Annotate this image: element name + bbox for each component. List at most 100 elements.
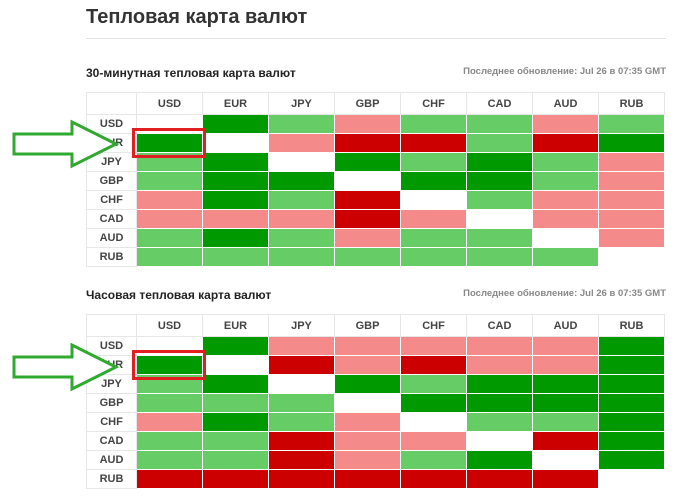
- heatmap-cell-jpy-gbp[interactable]: [334, 152, 401, 172]
- heatmap-cell-gbp-jpy[interactable]: [268, 393, 335, 413]
- heatmap-cell-usd-cad[interactable]: [466, 336, 533, 356]
- heatmap-cell-eur-cad[interactable]: [466, 355, 533, 375]
- heatmap-cell-chf-eur[interactable]: [202, 412, 269, 432]
- heatmap-cell-aud-chf[interactable]: [400, 450, 467, 470]
- heatmap-cell-rub-cad[interactable]: [466, 247, 533, 267]
- heatmap-cell-rub-aud[interactable]: [532, 469, 599, 489]
- heatmap-cell-usd-rub[interactable]: [598, 114, 665, 134]
- heatmap-cell-cad-aud[interactable]: [532, 431, 599, 451]
- heatmap-cell-chf-chf[interactable]: [400, 412, 467, 432]
- heatmap-cell-rub-eur[interactable]: [202, 247, 269, 267]
- heatmap-cell-gbp-usd[interactable]: [136, 171, 203, 191]
- heatmap-cell-cad-jpy[interactable]: [268, 431, 335, 451]
- heatmap-cell-eur-cad[interactable]: [466, 133, 533, 153]
- heatmap-cell-gbp-aud[interactable]: [532, 393, 599, 413]
- heatmap-cell-eur-usd[interactable]: [136, 355, 203, 375]
- heatmap-cell-eur-eur[interactable]: [202, 355, 269, 375]
- heatmap-cell-gbp-jpy[interactable]: [268, 171, 335, 191]
- heatmap-cell-aud-cad[interactable]: [466, 228, 533, 248]
- heatmap-cell-gbp-gbp[interactable]: [334, 171, 401, 191]
- heatmap-cell-aud-cad[interactable]: [466, 450, 533, 470]
- heatmap-cell-rub-aud[interactable]: [532, 247, 599, 267]
- heatmap-cell-jpy-aud[interactable]: [532, 374, 599, 394]
- heatmap-cell-aud-gbp[interactable]: [334, 450, 401, 470]
- heatmap-cell-jpy-jpy[interactable]: [268, 152, 335, 172]
- heatmap-cell-cad-rub[interactable]: [598, 209, 665, 229]
- heatmap-cell-gbp-rub[interactable]: [598, 393, 665, 413]
- heatmap-cell-aud-aud[interactable]: [532, 228, 599, 248]
- heatmap-cell-aud-usd[interactable]: [136, 450, 203, 470]
- heatmap-cell-rub-rub[interactable]: [598, 469, 665, 489]
- heatmap-cell-rub-usd[interactable]: [136, 469, 203, 489]
- heatmap-cell-eur-jpy[interactable]: [268, 133, 335, 153]
- heatmap-cell-usd-gbp[interactable]: [334, 336, 401, 356]
- heatmap-cell-chf-gbp[interactable]: [334, 190, 401, 210]
- heatmap-cell-gbp-chf[interactable]: [400, 393, 467, 413]
- heatmap-cell-cad-jpy[interactable]: [268, 209, 335, 229]
- heatmap-cell-chf-gbp[interactable]: [334, 412, 401, 432]
- heatmap-cell-eur-rub[interactable]: [598, 355, 665, 375]
- heatmap-cell-rub-jpy[interactable]: [268, 469, 335, 489]
- heatmap-cell-eur-aud[interactable]: [532, 355, 599, 375]
- heatmap-cell-usd-aud[interactable]: [532, 336, 599, 356]
- heatmap-cell-chf-cad[interactable]: [466, 190, 533, 210]
- heatmap-cell-cad-gbp[interactable]: [334, 431, 401, 451]
- heatmap-cell-cad-gbp[interactable]: [334, 209, 401, 229]
- heatmap-cell-gbp-aud[interactable]: [532, 171, 599, 191]
- heatmap-cell-chf-usd[interactable]: [136, 412, 203, 432]
- heatmap-cell-jpy-chf[interactable]: [400, 152, 467, 172]
- heatmap-cell-cad-eur[interactable]: [202, 209, 269, 229]
- heatmap-cell-chf-jpy[interactable]: [268, 412, 335, 432]
- heatmap-cell-rub-gbp[interactable]: [334, 247, 401, 267]
- heatmap-cell-aud-rub[interactable]: [598, 450, 665, 470]
- heatmap-cell-usd-aud[interactable]: [532, 114, 599, 134]
- heatmap-cell-eur-jpy[interactable]: [268, 355, 335, 375]
- heatmap-cell-rub-chf[interactable]: [400, 247, 467, 267]
- heatmap-cell-rub-jpy[interactable]: [268, 247, 335, 267]
- heatmap-cell-aud-jpy[interactable]: [268, 228, 335, 248]
- heatmap-cell-eur-gbp[interactable]: [334, 133, 401, 153]
- heatmap-cell-chf-eur[interactable]: [202, 190, 269, 210]
- heatmap-cell-cad-usd[interactable]: [136, 431, 203, 451]
- heatmap-cell-usd-gbp[interactable]: [334, 114, 401, 134]
- heatmap-cell-chf-rub[interactable]: [598, 412, 665, 432]
- heatmap-cell-usd-chf[interactable]: [400, 336, 467, 356]
- heatmap-cell-gbp-usd[interactable]: [136, 393, 203, 413]
- heatmap-cell-jpy-eur[interactable]: [202, 374, 269, 394]
- heatmap-cell-gbp-eur[interactable]: [202, 171, 269, 191]
- heatmap-cell-gbp-eur[interactable]: [202, 393, 269, 413]
- heatmap-cell-jpy-jpy[interactable]: [268, 374, 335, 394]
- heatmap-cell-usd-eur[interactable]: [202, 336, 269, 356]
- heatmap-cell-aud-aud[interactable]: [532, 450, 599, 470]
- heatmap-cell-rub-usd[interactable]: [136, 247, 203, 267]
- heatmap-cell-cad-chf[interactable]: [400, 431, 467, 451]
- heatmap-cell-usd-rub[interactable]: [598, 336, 665, 356]
- heatmap-cell-cad-rub[interactable]: [598, 431, 665, 451]
- heatmap-cell-aud-eur[interactable]: [202, 450, 269, 470]
- heatmap-cell-jpy-eur[interactable]: [202, 152, 269, 172]
- heatmap-cell-eur-eur[interactable]: [202, 133, 269, 153]
- heatmap-cell-gbp-cad[interactable]: [466, 171, 533, 191]
- heatmap-cell-rub-gbp[interactable]: [334, 469, 401, 489]
- heatmap-cell-jpy-cad[interactable]: [466, 374, 533, 394]
- heatmap-cell-chf-usd[interactable]: [136, 190, 203, 210]
- heatmap-cell-cad-eur[interactable]: [202, 431, 269, 451]
- heatmap-cell-aud-rub[interactable]: [598, 228, 665, 248]
- heatmap-cell-jpy-aud[interactable]: [532, 152, 599, 172]
- heatmap-cell-aud-jpy[interactable]: [268, 450, 335, 470]
- heatmap-cell-cad-usd[interactable]: [136, 209, 203, 229]
- heatmap-cell-eur-gbp[interactable]: [334, 355, 401, 375]
- heatmap-cell-gbp-chf[interactable]: [400, 171, 467, 191]
- heatmap-cell-chf-chf[interactable]: [400, 190, 467, 210]
- heatmap-cell-chf-rub[interactable]: [598, 190, 665, 210]
- heatmap-cell-usd-cad[interactable]: [466, 114, 533, 134]
- heatmap-cell-cad-aud[interactable]: [532, 209, 599, 229]
- heatmap-cell-aud-chf[interactable]: [400, 228, 467, 248]
- heatmap-cell-eur-aud[interactable]: [532, 133, 599, 153]
- heatmap-cell-gbp-cad[interactable]: [466, 393, 533, 413]
- heatmap-cell-eur-chf[interactable]: [400, 355, 467, 375]
- heatmap-cell-cad-cad[interactable]: [466, 431, 533, 451]
- heatmap-cell-chf-cad[interactable]: [466, 412, 533, 432]
- heatmap-cell-usd-jpy[interactable]: [268, 336, 335, 356]
- heatmap-cell-rub-rub[interactable]: [598, 247, 665, 267]
